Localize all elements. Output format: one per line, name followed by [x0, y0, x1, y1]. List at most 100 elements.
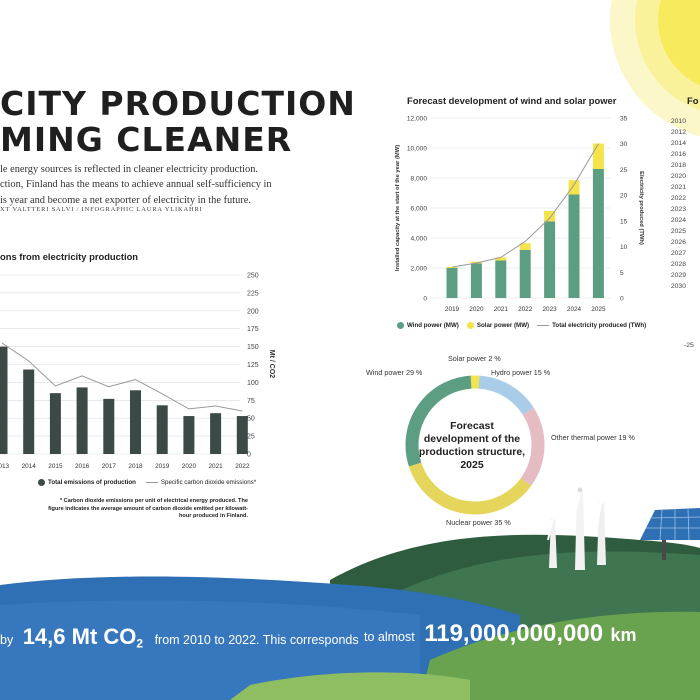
wind-bar	[568, 194, 580, 298]
wind-turbine-icon	[560, 454, 616, 570]
y-tick-label: 10,000	[407, 146, 428, 153]
emissions-bar	[23, 369, 35, 454]
legend-dot-icon	[397, 322, 404, 329]
solar-panel-icon	[640, 508, 700, 560]
y-tick-label: 150	[247, 344, 259, 351]
total-electricity-line	[451, 143, 599, 268]
wind-solar-legend: Wind power (MW) Solar power (MW) Total e…	[397, 322, 646, 329]
legend-dot-icon	[466, 322, 474, 329]
x-tick-label: 2023	[542, 306, 557, 313]
credits: XT VALTTERI SALVI / INFOGRAPHIC LAURA YL…	[0, 206, 203, 213]
emissions-chart-title: ons from electricity production	[0, 251, 139, 262]
wind-bar	[470, 263, 482, 298]
x-tick-label: 2021	[208, 463, 223, 470]
right-panel-year: 2025	[670, 228, 686, 235]
y-right-tick-label: 0	[620, 296, 624, 303]
intro-text: le energy sources is reflected in cleane…	[0, 162, 300, 208]
y-tick-label: 4,000	[410, 236, 427, 243]
donut-slice	[520, 407, 545, 486]
donut-label-wind: Wind power 29 %	[366, 368, 423, 377]
wind-solar-chart-title: Forecast development of wind and solar p…	[407, 95, 617, 106]
solar-bar	[495, 257, 507, 261]
wind-bar	[519, 250, 531, 298]
y-tick-label: 175	[247, 326, 259, 333]
donut-slice	[478, 375, 534, 415]
legend-line-icon	[537, 325, 550, 326]
y-tick-label: 50	[247, 416, 255, 423]
y-tick-label: 0	[247, 452, 251, 459]
bottom-right-statement: to almost 119,000,000,000 km	[364, 620, 637, 647]
x-tick-label: 2016	[75, 463, 90, 470]
landscape-illustration	[0, 454, 700, 700]
donut-center-title: Forecast development of the production s…	[418, 420, 526, 471]
emissions-bar	[76, 387, 88, 454]
solar-bar	[519, 243, 531, 250]
donut-slice	[408, 462, 532, 515]
x-tick-label: 2018	[128, 463, 143, 470]
x-tick-label: 2019	[445, 306, 460, 313]
x-tick-label: 2017	[102, 463, 117, 470]
y-right-axis-label: Electricity produced (TWh)	[638, 171, 644, 245]
emissions-bar	[183, 416, 195, 454]
emissions-footnote: * Carbon dioxide emissions per unit of e…	[48, 498, 248, 520]
y-right-tick-label: 10	[620, 244, 628, 251]
x-tick-label: 2022	[518, 306, 533, 313]
right-panel-year: 2028	[670, 261, 686, 268]
specific-emissions-line	[1, 342, 243, 412]
legend-line-icon	[145, 482, 158, 483]
legend-total-emissions: Total emissions of production	[38, 479, 136, 486]
y-right-tick-label: 35	[620, 116, 628, 123]
wind-solar-chart: 12,000 10,000 8,000 6,000 4,000 2,000 0 35 30 25 2…	[395, 116, 644, 314]
y-tick-label: 8,000	[410, 176, 427, 183]
emissions-bar	[236, 416, 248, 454]
emissions-bar	[130, 390, 141, 454]
wind-bar	[446, 268, 458, 298]
donut-label-solar: Solar power 2 %	[448, 354, 501, 363]
y-axis-label: Installed capacity at the start of the y…	[395, 145, 401, 271]
right-panel-year-axis: 2010 2012 2014 2016 2018 2020 2021 2022 2023 2024…	[664, 116, 686, 292]
intro-line: ction, Finland has the means to achieve …	[0, 179, 272, 191]
x-tick-label: 2015	[48, 463, 63, 470]
y-tick-label: 125	[247, 362, 259, 369]
y-tick-label: 6,000	[410, 206, 427, 213]
y-right-tick-label: 30	[620, 141, 628, 148]
x-tick-label: 2014	[22, 463, 37, 470]
x-tick-label: 2021	[494, 306, 509, 313]
right-panel-tick: -25	[684, 342, 694, 349]
right-panel-year: 2016	[670, 151, 686, 158]
x-tick-label: 2025	[591, 306, 606, 313]
x-tick-label: 2022	[235, 463, 250, 470]
right-panel-year: 2018	[670, 162, 686, 169]
right-panel-year: 2023	[670, 206, 686, 213]
right-panel-year: 2026	[670, 239, 686, 246]
production-structure-donut	[405, 375, 545, 515]
emissions-bar	[0, 346, 8, 454]
bottom-right-value: 119,000,000,000	[424, 620, 604, 647]
right-panel-year: 2012	[670, 129, 686, 136]
y-tick-label: 250	[247, 273, 259, 280]
y-right-tick-label: 20	[620, 193, 628, 200]
intro-line: is year and become a net exporter of ele…	[0, 194, 251, 206]
solar-bar	[592, 143, 604, 169]
intro-line: le energy sources is reflected in cleane…	[0, 164, 259, 175]
right-panel-year: 2021	[670, 184, 686, 191]
wind-turbine-icon	[540, 497, 575, 568]
wind-bar	[544, 221, 556, 298]
legend-solar: Solar power (MW)	[466, 322, 529, 329]
page-title: CITY PRODUCTION MING CLEANER	[0, 84, 356, 159]
solar-bar	[446, 266, 458, 268]
right-panel-year: 2027	[670, 250, 686, 257]
donut-slice	[405, 375, 472, 467]
right-panel-year: 2024	[670, 217, 686, 224]
y-tick-label: 200	[247, 308, 259, 315]
right-panel-year: 2014	[670, 140, 686, 147]
x-tick-label: 2024	[567, 306, 582, 313]
legend-specific-emissions: Specific carbon dioxide emissions*	[145, 479, 256, 486]
wind-bar	[592, 169, 604, 298]
x-tick-label: 2020	[182, 463, 197, 470]
bottom-left-value: 14,6 Mt CO	[22, 624, 137, 649]
right-panel-year: 2029	[670, 272, 686, 279]
right-panel-year: 2030	[670, 283, 686, 290]
